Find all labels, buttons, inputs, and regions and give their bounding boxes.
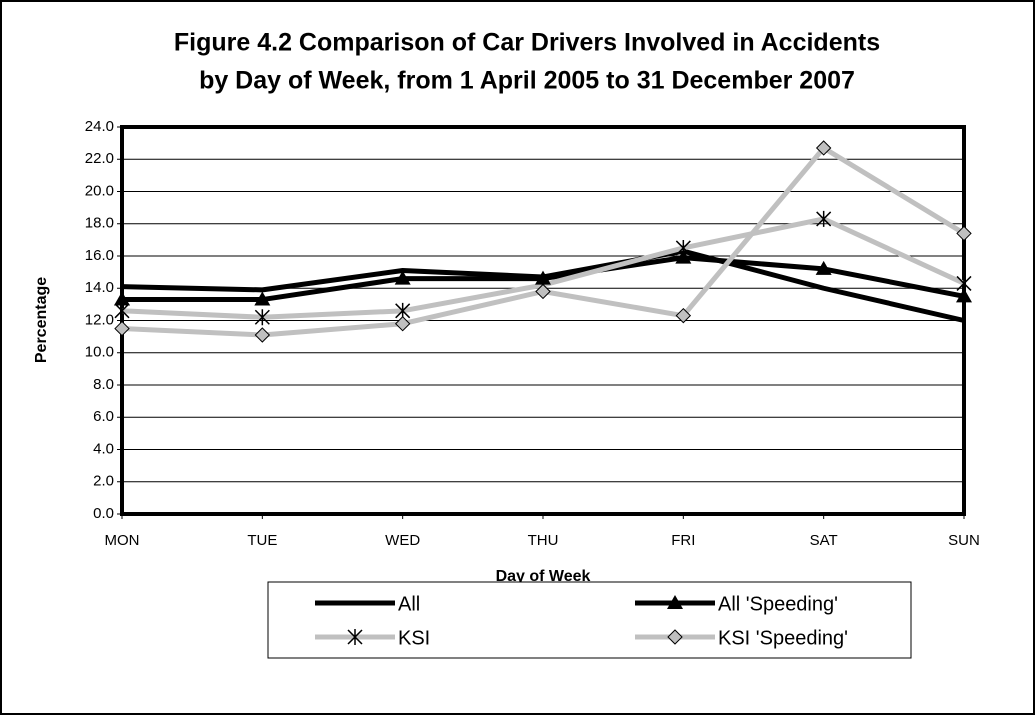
marker	[667, 629, 683, 645]
legend-label: All 'Speeding'	[718, 593, 838, 615]
legend-box	[267, 581, 912, 659]
y-tick-label: 12.0	[85, 311, 114, 328]
marker	[254, 327, 271, 343]
chart-subtitle: by Day of Week, from 1 April 2005 to 31 …	[199, 67, 855, 95]
y-tick-label: 8.0	[93, 376, 114, 393]
marker	[114, 302, 130, 319]
y-tick-label: 6.0	[93, 408, 114, 425]
y-tick-label: 4.0	[93, 440, 114, 457]
marker	[254, 291, 271, 306]
x-tick-label: THU	[528, 532, 559, 549]
marker	[535, 283, 551, 300]
x-tick-label: SUN	[948, 532, 980, 549]
y-tick-label: 24.0	[85, 118, 114, 135]
y-tick-label: 10.0	[85, 344, 114, 361]
marker	[394, 316, 411, 332]
y-tick-label: 22.0	[85, 150, 114, 167]
chart-title: Figure 4.2 Comparison of Car Drivers Inv…	[174, 29, 880, 57]
y-axis-label: Percentage	[33, 277, 50, 363]
marker	[816, 210, 832, 227]
marker	[667, 595, 683, 609]
y-tick-label: 18.0	[85, 215, 114, 232]
x-tick-label: TUE	[247, 532, 277, 549]
marker	[675, 239, 691, 256]
marker	[114, 291, 130, 306]
legend-label: KSI	[398, 627, 430, 649]
x-tick-label: MON	[105, 532, 140, 549]
marker	[956, 275, 972, 292]
marker	[815, 260, 832, 275]
x-tick-label: WED	[385, 532, 420, 549]
marker	[956, 225, 972, 242]
marker	[815, 140, 832, 156]
y-tick-label: 14.0	[85, 279, 114, 296]
y-tick-label: 20.0	[85, 182, 114, 199]
x-tick-label: SAT	[810, 532, 838, 549]
legend-label: KSI 'Speeding'	[718, 627, 848, 649]
y-tick-label: 16.0	[85, 247, 114, 264]
marker	[956, 288, 972, 303]
marker	[675, 249, 692, 264]
y-tick-label: 2.0	[93, 473, 114, 490]
marker	[394, 270, 411, 285]
legend-label: All	[398, 593, 420, 615]
marker	[254, 309, 270, 326]
marker	[675, 307, 692, 324]
marker	[347, 629, 363, 645]
y-tick-label: 0.0	[93, 505, 114, 522]
marker	[114, 320, 130, 337]
x-tick-label: FRI	[671, 532, 695, 549]
x-axis-label: Day of Week	[496, 568, 591, 585]
